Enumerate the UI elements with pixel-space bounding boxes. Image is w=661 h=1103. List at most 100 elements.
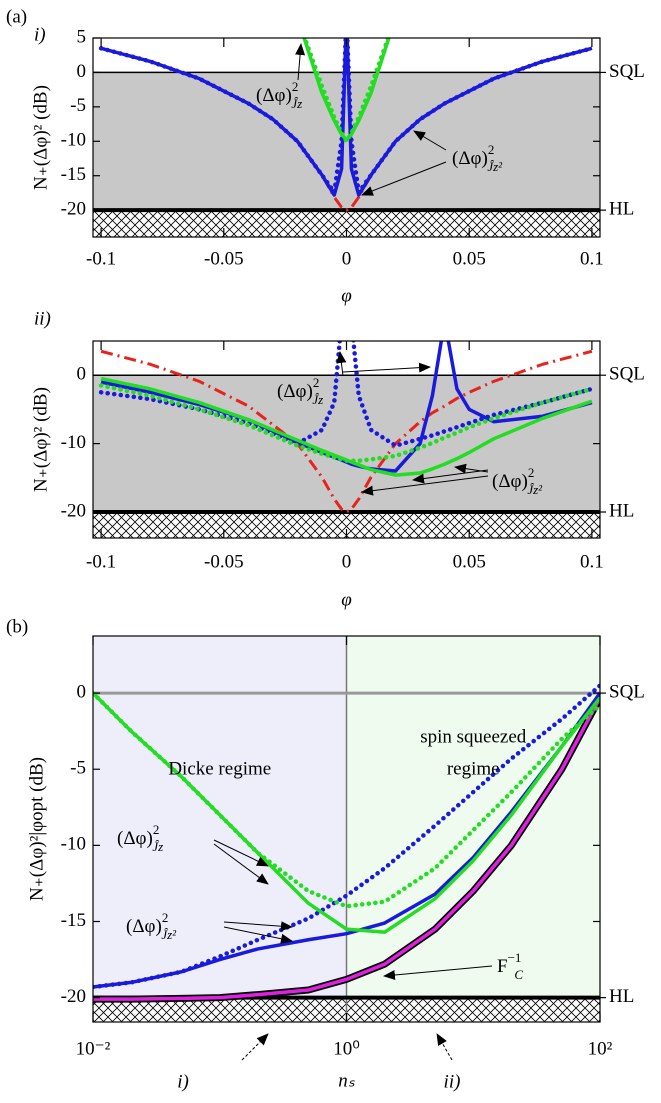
reference-label: HL	[609, 986, 634, 1007]
plot-area	[93, 341, 600, 538]
panel-label: (b)	[6, 616, 28, 637]
annotation-arrow	[336, 351, 347, 377]
bottom-marker: i)	[177, 1071, 189, 1092]
annotation-sub: Ĵz²	[161, 927, 177, 942]
series-line	[93, 696, 600, 1001]
annotation-sub: Ĵz	[312, 392, 323, 407]
annotation: (Δφ)2 Ĵz²	[492, 465, 543, 497]
plot-frame	[92, 635, 601, 1023]
reference-label: HL	[609, 199, 634, 220]
y-tick-label: -20	[61, 500, 86, 521]
series-line	[93, 691, 600, 934]
y-tick-label: -20	[61, 199, 86, 220]
annotation-base: (Δφ)	[256, 85, 292, 106]
annotation-sup: −1	[508, 950, 522, 965]
series-line	[351, 341, 595, 448]
annotation-arrow	[413, 130, 447, 151]
y-tick-label: -20	[61, 986, 86, 1007]
plot-frame	[92, 340, 601, 539]
annotation-arrow	[213, 843, 269, 885]
panel-label: (a)	[6, 6, 27, 27]
annotation-sup: 2	[153, 822, 160, 837]
x-axis-label: φ	[341, 285, 352, 306]
annotation-arrow	[383, 965, 493, 980]
y-axis-label: N₊(Δφ)² (dB)	[30, 387, 51, 492]
subpanel-label: i)	[34, 24, 46, 45]
y-axis-label: N₊(Δφ)² (dB)	[30, 85, 51, 190]
y-tick-label: -15	[61, 164, 86, 185]
x-tick-label: -0.1	[86, 551, 116, 572]
annotation-sup: 2	[488, 142, 495, 157]
annotation-arrow	[361, 161, 447, 196]
x-tick-label: 0	[342, 248, 352, 269]
series-line	[93, 690, 600, 909]
annotation-base: (Δφ)	[452, 148, 488, 169]
bottom-marker: ii)	[444, 1071, 461, 1092]
annotation-base: (Δφ)	[117, 828, 153, 849]
reference-label: SQL	[609, 61, 645, 82]
y-tick-label: 0	[77, 681, 87, 702]
annotation-sub: Ĵz	[291, 96, 302, 111]
annotation: (Δφ)2 Ĵz	[277, 375, 323, 407]
series-line	[100, 46, 593, 212]
annotation-base: (Δφ)	[492, 471, 528, 492]
annotation-sub: Ĵz	[152, 839, 163, 854]
annotation-arrow	[412, 469, 489, 484]
y-axis-label: N₊(Δφ)²|φopt (dB)	[26, 757, 47, 901]
series-line	[302, 38, 391, 144]
y-tick-label: -5	[70, 95, 86, 116]
annotation-arrow	[223, 921, 293, 932]
annotation-sub: Ĵz²	[487, 159, 503, 174]
annotation: (Δφ)2 Ĵz²	[126, 910, 177, 942]
series-line	[93, 683, 600, 990]
annotation-base: (Δφ)	[126, 916, 162, 937]
annotation-arrow	[454, 463, 489, 474]
annotation-base: (Δφ)	[277, 381, 313, 402]
region-label: regime	[447, 758, 500, 779]
annotation-arrow	[361, 475, 489, 496]
plot-area	[93, 636, 600, 1022]
x-tick-label: 0.05	[453, 551, 486, 572]
x-tick-label: 0.05	[453, 248, 486, 269]
y-tick-label: -10	[61, 130, 86, 151]
x-tick-label: 0.1	[580, 248, 604, 269]
reference-label: HL	[609, 500, 634, 521]
annotation-sub: Ĵz²	[527, 482, 543, 497]
series-line	[98, 38, 595, 195]
annotation-sup: 2	[162, 910, 169, 925]
x-axis-label: nₛ	[338, 1070, 356, 1091]
annotation-sup: 2	[292, 79, 299, 94]
annotation-sup: 2	[313, 375, 320, 390]
x-axis-label: φ	[341, 589, 352, 610]
series-line	[100, 376, 593, 477]
annotation: F−1 C	[497, 950, 523, 982]
bottom-arrow	[241, 1033, 269, 1061]
annotation-sup: 2	[528, 465, 535, 480]
annotation: (Δφ)2 Ĵz	[117, 822, 163, 854]
annotation-base: F	[497, 956, 508, 977]
y-tick-label: 0	[77, 61, 87, 82]
annotation-arrow	[223, 926, 293, 944]
x-tick-label: 0.1	[580, 551, 604, 572]
x-tick-label: 10²	[588, 1038, 613, 1059]
x-tick-label: -0.05	[204, 248, 244, 269]
series-line	[98, 383, 595, 463]
y-tick-label: -5	[70, 758, 86, 779]
series-line	[93, 692, 600, 989]
reference-label: SQL	[609, 364, 645, 385]
x-tick-label: 0	[342, 551, 352, 572]
subpanel-label: ii)	[34, 308, 51, 329]
bottom-arrow	[436, 1033, 453, 1061]
x-tick-label: -0.1	[86, 248, 116, 269]
reference-label: SQL	[609, 681, 645, 702]
plot-frame	[92, 37, 601, 238]
annotation-arrow	[213, 839, 269, 867]
x-tick-label: -0.05	[204, 551, 244, 572]
annotation-arrow	[342, 362, 431, 373]
plot-area	[93, 38, 600, 237]
region-label: spin squeezed	[420, 726, 527, 747]
y-tick-label: 0	[77, 364, 87, 385]
y-tick-label: 5	[77, 26, 87, 47]
annotation-arrow	[295, 43, 306, 81]
